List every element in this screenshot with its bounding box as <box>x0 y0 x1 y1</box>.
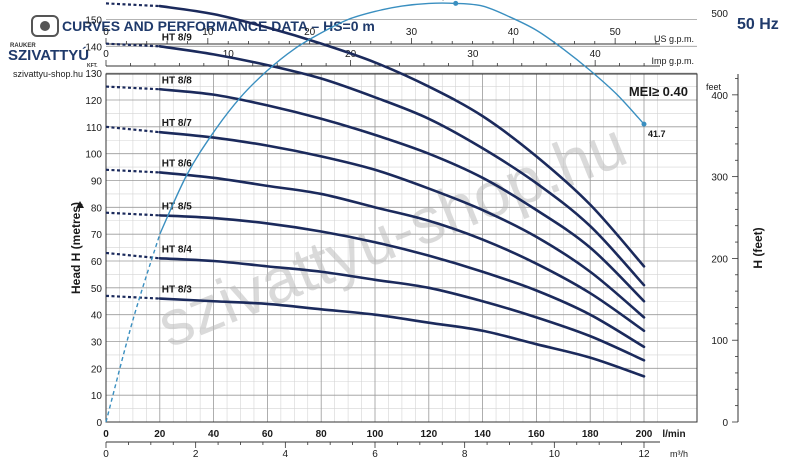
page-title: CURVES AND PERFORMANCE DATA – HS=0 m <box>62 18 375 34</box>
top-scale-tick-label: 10 <box>202 27 214 38</box>
logo-brand: SZIVATTYÚ <box>8 46 89 64</box>
x-tick-label: 200 <box>636 429 653 440</box>
y-axis-label: Head H (metres) <box>69 202 83 294</box>
x-tick-label: 120 <box>420 429 437 440</box>
series-label: HT 8/5 <box>162 201 192 212</box>
bottom-scale-tick-label: 4 <box>283 449 289 460</box>
x-tick-label: 180 <box>582 429 599 440</box>
x-tick-label: 60 <box>262 429 274 440</box>
website-text: szivattyu-shop.hu <box>13 69 83 79</box>
series-shutoff-dashed-line <box>106 3 160 6</box>
x-axis-label: l/min <box>662 429 685 440</box>
logo-suffix: KFT. <box>87 63 98 69</box>
bottom-scale-tick-label: 8 <box>462 449 468 460</box>
y-tick-label: 70 <box>91 230 103 241</box>
y-tick-label: 10 <box>91 391 103 402</box>
y-tick-label: 80 <box>91 203 103 214</box>
series-label: HT 8/6 <box>162 158 192 169</box>
y-tick-label: 0 <box>96 418 102 429</box>
y-tick-label: 130 <box>85 69 102 80</box>
right-tick-label: 200 <box>711 254 728 265</box>
right-tick-label: 500 <box>711 9 728 20</box>
y-tick-label: 150 <box>85 16 102 27</box>
logo-pump-icon-core <box>40 21 50 31</box>
y-tick-label: 40 <box>91 311 103 322</box>
top-scale-tick-label: 40 <box>590 49 602 60</box>
y-axis-label-right: H (feet) <box>751 227 765 268</box>
y-tick-label: 60 <box>91 257 103 268</box>
x-tick-label: 100 <box>367 429 384 440</box>
x-tick-label: 80 <box>316 429 328 440</box>
x-tick-label: 160 <box>528 429 545 440</box>
top-scale-unit: US g.p.m. <box>654 34 694 44</box>
series-label: HT 8/9 <box>162 32 192 43</box>
bottom-scale-unit: m³/h <box>670 449 688 459</box>
right-tick-label: 100 <box>711 336 728 347</box>
x-tick-label: 0 <box>103 429 109 440</box>
bottom-scale-tick-label: 10 <box>549 449 561 460</box>
y-tick-label: 140 <box>85 42 102 53</box>
y-tick-label: 30 <box>91 338 103 349</box>
mei-label: MEI≥ 0.40 <box>629 84 688 99</box>
bottom-scale-tick-label: 12 <box>638 449 650 460</box>
right-tick-label: 0 <box>722 418 728 429</box>
y-tick-label: 100 <box>85 150 102 161</box>
x-tick-label: 40 <box>208 429 220 440</box>
top-scale-tick-label: 50 <box>610 27 622 38</box>
watermark-text: szivattyu-shop.hu <box>147 108 636 361</box>
series-label: HT 8/7 <box>162 118 192 129</box>
bottom-scale-tick-label: 0 <box>103 449 109 460</box>
frequency-label: 50 Hz <box>737 16 779 33</box>
efficiency-end-point <box>642 122 647 127</box>
right-unit-label: feet <box>706 82 722 92</box>
y-tick-label: 50 <box>91 284 103 295</box>
top-scale-unit: Imp g.p.m. <box>651 56 694 66</box>
y-tick-label: 120 <box>85 96 102 107</box>
series-label: HT 8/3 <box>162 285 192 296</box>
x-tick-label: 140 <box>474 429 491 440</box>
efficiency-peak-point <box>453 1 458 6</box>
series-label: HT 8/10 <box>162 0 198 3</box>
series-label: HT 8/4 <box>162 244 192 255</box>
x-tick-label: 20 <box>154 429 166 440</box>
top-scale-tick-label: 40 <box>508 27 520 38</box>
top-scale-tick-label: 30 <box>406 27 418 38</box>
top-scale-tick-label: 0 <box>103 49 109 60</box>
bottom-scale-tick-label: 6 <box>372 449 378 460</box>
top-scale-tick-label: 30 <box>467 49 479 60</box>
y-tick-label: 110 <box>86 123 102 134</box>
efficiency-end-label: 41.7 <box>648 129 666 139</box>
right-tick-label: 300 <box>711 173 728 184</box>
y-tick-label: 20 <box>91 364 103 375</box>
watermark-layer: szivattyu-shop.hu <box>147 108 636 361</box>
y-tick-label: 90 <box>91 177 103 188</box>
top-scale-tick-label: 0 <box>103 27 109 38</box>
series-label: HT 8/8 <box>162 75 192 86</box>
bottom-scale-tick-label: 2 <box>193 449 199 460</box>
right-tick-label: 400 <box>711 91 728 102</box>
